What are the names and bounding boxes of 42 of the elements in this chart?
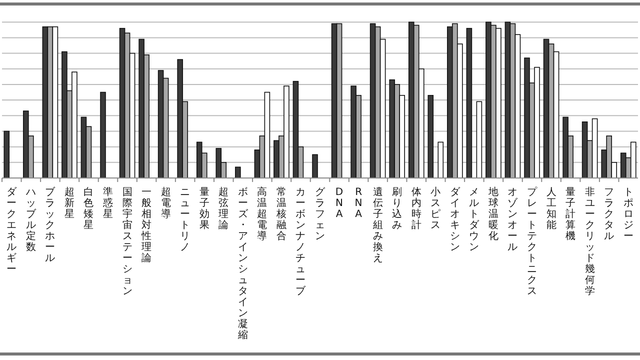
bar — [62, 51, 68, 178]
x-tick-label: 超弦理論 — [218, 186, 229, 231]
x-tick-label: グラフェン — [315, 187, 326, 242]
x-tick-label: 地球温暖化 — [487, 186, 498, 242]
category-label: プレートテクトニクス — [527, 187, 537, 297]
x-tick-label: ニュートリノ — [180, 187, 190, 253]
category-label: ボーズ・アインシュタイン凝縮 — [238, 187, 248, 341]
x-tick-label: フラクタル — [604, 187, 614, 242]
category-label: カーボンナノチューブ — [296, 187, 306, 297]
x-tick-label: 常温核融合 — [275, 186, 286, 242]
x-tick-label: 体内時計 — [411, 186, 422, 231]
category-label: 非ユークリッド幾何学 — [584, 187, 595, 297]
bar — [100, 92, 106, 178]
x-tick-label: 人工知能 — [546, 187, 556, 231]
x-tick-label: 量子計算機 — [566, 187, 576, 242]
bar — [466, 28, 472, 178]
x-tick-label: トポロジー — [623, 187, 634, 242]
category-label: 国際宇宙ステーション — [122, 187, 132, 297]
bar — [438, 142, 444, 178]
x-tick-label: 一般相対性理論 — [140, 187, 152, 264]
x-tick-label: 小スピス — [430, 186, 441, 231]
x-tick-label: 超電導 — [160, 186, 171, 220]
x-tick-label: メルトダウン — [469, 187, 480, 253]
x-tick-label: オゾンオール — [508, 187, 519, 253]
x-tick-label: 遺伝子組み換え — [372, 186, 383, 264]
x-tick-label: 白色矮星 — [84, 186, 94, 231]
x-tick-label: ハッブル定数 — [24, 187, 37, 253]
x-tick-label: 高温超電導 — [257, 186, 268, 242]
x-tick-label: ダークエネルギー — [6, 186, 18, 275]
bar — [428, 94, 434, 178]
bar — [4, 130, 10, 178]
bar — [312, 154, 318, 178]
x-tick-label: ダイオキシン — [450, 186, 461, 253]
x-tick-label: DNA — [335, 187, 344, 220]
x-tick-label: 準惑星 — [102, 186, 113, 220]
x-tick-label: ブラックホール — [45, 186, 56, 264]
x-tick-label: 超新星 — [64, 186, 74, 220]
bar — [476, 101, 482, 178]
x-tick-label: 刷り込み — [392, 187, 402, 231]
bar — [235, 166, 241, 178]
x-tick-label: RNA — [354, 187, 362, 220]
x-tick-label: 量子効果 — [199, 187, 210, 231]
